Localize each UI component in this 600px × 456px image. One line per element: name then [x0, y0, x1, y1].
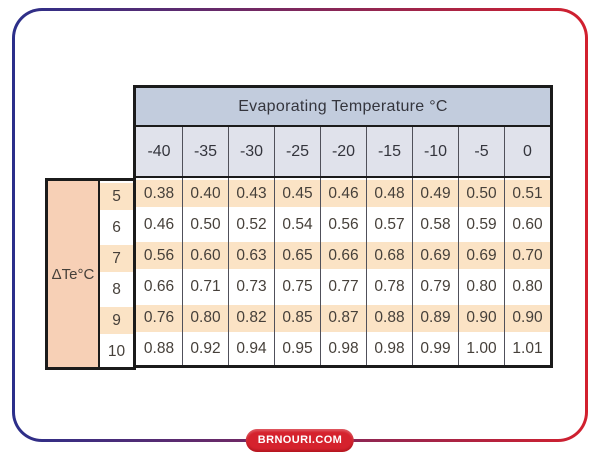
table-cell: 0.85 [274, 302, 320, 334]
table-cell: 0.38 [136, 178, 182, 210]
table-cell: 0.59 [458, 209, 504, 241]
table-cell: 0.54 [274, 209, 320, 241]
table-cell: 0.88 [366, 302, 412, 334]
table-data-grid: 0.38 0.40 0.43 0.45 0.46 0.48 0.49 0.50 0.51 0.46… [136, 178, 550, 365]
table-cell: 1.01 [504, 333, 550, 365]
table-cell: 0.51 [504, 178, 550, 210]
table-cell: 0.65 [274, 240, 320, 272]
table-cell: 0.56 [136, 240, 182, 272]
table-cell: 0.90 [504, 302, 550, 334]
table-cell: 0.82 [228, 302, 274, 334]
row-label-7: 7 [100, 243, 133, 274]
table-cell: 0.98 [320, 333, 366, 365]
table-cell: 0.77 [320, 271, 366, 303]
site-watermark-badge: BRNOURI.COM [245, 429, 355, 452]
table-cell: 0.70 [504, 240, 550, 272]
column-header--5: -5 [458, 127, 504, 176]
table-cell: 0.48 [366, 178, 412, 210]
table-cell: 0.69 [412, 240, 458, 272]
column-header--25: -25 [274, 127, 320, 176]
column-header--20: -20 [320, 127, 366, 176]
row-number-column: 5 6 7 8 9 10 [100, 181, 133, 367]
table-cell: 0.94 [228, 333, 274, 365]
table-cell: 0.63 [228, 240, 274, 272]
table-cell: 0.95 [274, 333, 320, 365]
row-label-9: 9 [100, 305, 133, 336]
column-header--40: -40 [147, 142, 171, 160]
column-header--15: -15 [366, 127, 412, 176]
table-cell: 0.80 [458, 271, 504, 303]
table-cell: 0.57 [366, 209, 412, 241]
column-header-0: 0 [504, 127, 550, 176]
table-cell: 0.56 [320, 209, 366, 241]
table-cell: 0.80 [504, 271, 550, 303]
table-cell: 0.75 [274, 271, 320, 303]
table-cell: 0.66 [320, 240, 366, 272]
table-cell: 0.79 [412, 271, 458, 303]
table-cell: 0.45 [274, 178, 320, 210]
row-axis-label: ΔTe°C [48, 181, 100, 367]
table-cell: 0.52 [228, 209, 274, 241]
table-cell: 0.50 [458, 178, 504, 210]
table-cell: 0.60 [182, 240, 228, 272]
table-cell: 0.99 [412, 333, 458, 365]
table-cell: 0.90 [458, 302, 504, 334]
table-cell: 0.71 [182, 271, 228, 303]
table-cell: 0.46 [136, 209, 182, 241]
table-cell: 0.87 [320, 302, 366, 334]
row-label-6: 6 [100, 212, 133, 243]
row-label-8: 8 [100, 274, 133, 305]
table-cell: 0.73 [228, 271, 274, 303]
row-axis-block: ΔTe°C 5 6 7 8 9 10 [45, 178, 136, 370]
table-cell: 0.76 [136, 302, 182, 334]
column-header--35: -35 [182, 127, 228, 176]
column-header--10: -10 [412, 127, 458, 176]
evaporating-temperature-table: Evaporating Temperature °C -40 -35 -30 -25-… [133, 85, 553, 368]
table-cell: 0.43 [228, 178, 274, 210]
table-cell: 1.00 [458, 333, 504, 365]
table-cell: 0.50 [182, 209, 228, 241]
table-cell: 0.80 [182, 302, 228, 334]
column-header-row: -40 -35 -30 -25 -20 -15 -10 -5 0 [136, 127, 550, 178]
table-cell: 0.69 [458, 240, 504, 272]
table-cell: 0.60 [504, 209, 550, 241]
row-label-10: 10 [100, 336, 133, 367]
table-cell: 0.58 [412, 209, 458, 241]
table-cell: 0.49 [412, 178, 458, 210]
table-cell: 0.78 [366, 271, 412, 303]
table-cell: 0.68 [366, 240, 412, 272]
table-title: Evaporating Temperature °C [136, 88, 550, 127]
table-cell: 0.46 [320, 178, 366, 210]
table-cell: 0.98 [366, 333, 412, 365]
table-cell: 0.40 [182, 178, 228, 210]
column-header--30: -30 [228, 127, 274, 176]
row-label-5: 5 [100, 181, 133, 212]
table-cell: 0.92 [182, 333, 228, 365]
table-cell: 0.88 [136, 333, 182, 365]
table-cell: 0.66 [136, 271, 182, 303]
table-cell: 0.89 [412, 302, 458, 334]
